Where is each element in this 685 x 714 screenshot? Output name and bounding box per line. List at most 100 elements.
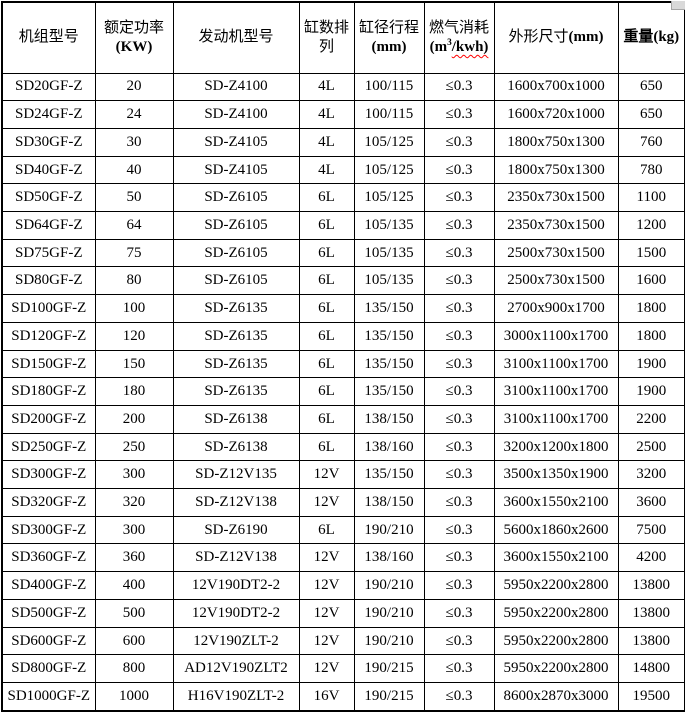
cell-dimensions-mm: 5950x2200x2800 [493,654,619,683]
cell-bore-stroke-mm: 105/125 [353,183,425,213]
header-cylinders-label-line2: 列 [318,38,334,55]
cell-gas-consumption: ≤0.3 [423,211,495,240]
cell-weight-kg: 1600 [617,266,685,296]
header-gas-consumption: 燃气消耗 (m3/kwh) [423,1,495,74]
cell-engine-model: SD-Z6105 [172,183,300,213]
table-body: SD20GF-Z 20 SD-Z4100 4L 100/115 ≤0.3 1600x700x… [1,72,685,712]
cell-engine-model: AD12V190ZLT2 [172,654,300,683]
cell-engine-model: SD-Z6135 [172,349,300,379]
cell-cylinder-arrangement: 6L [298,349,355,379]
spellcheck-squiggle-text: /kwh) [451,38,489,55]
cell-dimensions-mm: 5950x2200x2800 [493,626,619,656]
cell-bore-stroke-mm: 190/215 [353,681,425,712]
cell-cylinder-arrangement: 6L [298,294,355,323]
cell-weight-kg: 4200 [617,543,685,573]
cell-power-kw: 300 [94,460,174,490]
cell-weight-kg: 1200 [617,211,685,240]
cell-bore-stroke-mm: 135/150 [353,294,425,323]
cell-model: SD180GF-Z [1,377,96,406]
cell-weight-kg: 7500 [617,515,685,545]
cell-gas-consumption: ≤0.3 [423,488,495,517]
cell-cylinder-arrangement: 6L [298,238,355,268]
cell-bore-stroke-mm: 190/210 [353,571,425,600]
cell-cylinder-arrangement: 16V [298,681,355,712]
cell-bore-stroke-mm: 190/210 [353,598,425,628]
cell-power-kw: 20 [94,72,174,102]
cell-model: SD500GF-Z [1,598,96,628]
cell-gas-consumption: ≤0.3 [423,349,495,379]
cell-gas-consumption: ≤0.3 [423,432,495,462]
cell-power-kw: 250 [94,432,174,462]
cell-model: SD64GF-Z [1,211,96,240]
cell-model: SD250GF-Z [1,432,96,462]
cell-model: SD300GF-Z [1,460,96,490]
window-corner-artifact [671,1,685,10]
cell-power-kw: 120 [94,321,174,351]
table-row: SD400GF-Z 400 12V190DT2-2 12V 190/210 ≤0.3 595… [1,571,685,600]
cell-bore-stroke-mm: 135/150 [353,321,425,351]
cell-gas-consumption: ≤0.3 [423,127,495,157]
cell-engine-model: SD-Z12V138 [172,488,300,517]
header-model-label: 机组型号 [18,29,79,46]
header-power-label: 额定功率 [103,20,164,36]
cell-gas-consumption: ≤0.3 [423,294,495,323]
header-bore-stroke-label: 缸径行程 [358,20,419,36]
cell-engine-model: SD-Z6190 [172,515,300,545]
cell-dimensions-mm: 3100x1100x1700 [493,404,619,434]
cell-gas-consumption: ≤0.3 [423,543,495,573]
cell-dimensions-mm: 8600x2870x3000 [493,681,619,712]
header-model: 机组型号 [1,1,96,74]
cell-dimensions-mm: 2500x730x1500 [493,266,619,296]
cell-weight-kg: 19500 [617,681,685,712]
cell-model: SD800GF-Z [1,654,96,683]
cell-model: SD200GF-Z [1,404,96,434]
cell-gas-consumption: ≤0.3 [423,183,495,213]
header-dimensions: 外形尺寸(mm) [493,1,619,74]
table-row: SD64GF-Z 64 SD-Z6105 6L 105/135 ≤0.3 2350x730x… [1,211,685,240]
cell-dimensions-mm: 1600x700x1000 [493,72,619,102]
cell-power-kw: 800 [94,654,174,683]
cell-cylinder-arrangement: 12V [298,654,355,683]
cell-cylinder-arrangement: 4L [298,155,355,185]
cell-cylinder-arrangement: 12V [298,571,355,600]
cell-weight-kg: 1800 [617,294,685,323]
cell-gas-consumption: ≤0.3 [423,626,495,656]
cell-weight-kg: 780 [617,155,685,185]
cell-weight-kg: 13800 [617,598,685,628]
cell-cylinder-arrangement: 6L [298,515,355,545]
cell-gas-consumption: ≤0.3 [423,654,495,683]
cell-weight-kg: 650 [617,72,685,102]
cell-gas-consumption: ≤0.3 [423,681,495,712]
cell-bore-stroke-mm: 100/115 [353,72,425,102]
cell-engine-model: SD-Z4105 [172,127,300,157]
cell-weight-kg: 1900 [617,349,685,379]
cell-bore-stroke-mm: 138/150 [353,488,425,517]
cell-engine-model: SD-Z4100 [172,100,300,129]
cell-engine-model: SD-Z6135 [172,294,300,323]
cell-weight-kg: 14800 [617,654,685,683]
cell-cylinder-arrangement: 12V [298,488,355,517]
cell-dimensions-mm: 5950x2200x2800 [493,598,619,628]
cell-cylinder-arrangement: 6L [298,266,355,296]
cell-gas-consumption: ≤0.3 [423,598,495,628]
cell-bore-stroke-mm: 138/160 [353,432,425,462]
cell-weight-kg: 3600 [617,488,685,517]
cell-cylinder-arrangement: 6L [298,377,355,406]
header-engine: 发动机型号 [172,1,300,74]
header-dimensions-unit: (mm) [568,29,604,46]
table-row: SD30GF-Z 30 SD-Z4105 4L 105/125 ≤0.3 1800x750x… [1,127,685,157]
cell-bore-stroke-mm: 105/125 [353,155,425,185]
superscript-3: 3 [447,37,452,48]
cell-gas-consumption: ≤0.3 [423,321,495,351]
cell-gas-consumption: ≤0.3 [423,404,495,434]
cell-gas-consumption: ≤0.3 [423,238,495,268]
cell-dimensions-mm: 3600x1550x2100 [493,543,619,573]
cell-power-kw: 40 [94,155,174,185]
table-row: SD320GF-Z 320 SD-Z12V138 12V 138/150 ≤0.3 3600… [1,488,685,517]
cell-gas-consumption: ≤0.3 [423,72,495,102]
header-cylinders: 缸数排 列 [298,1,355,74]
cell-engine-model: SD-Z4100 [172,72,300,102]
cell-bore-stroke-mm: 190/210 [353,515,425,545]
cell-weight-kg: 13800 [617,571,685,600]
table-row: SD800GF-Z 800 AD12V190ZLT2 12V 190/215 ≤0.3 59… [1,654,685,683]
